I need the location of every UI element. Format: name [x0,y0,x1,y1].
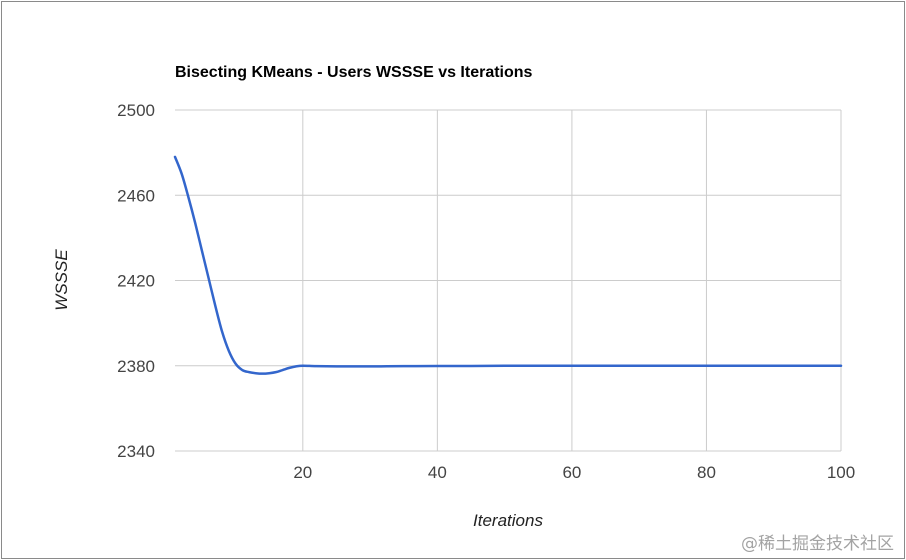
y-tick-label: 2500 [117,101,155,120]
y-tick-label: 2420 [117,272,155,291]
x-tick-label: 40 [428,463,447,482]
y-axis-ticks: 2340 2380 2420 2460 2500 [117,101,155,461]
y-tick-label: 2380 [117,357,155,376]
chart-title: Bisecting KMeans - Users WSSSE vs Iterat… [175,64,533,81]
x-tick-label: 60 [562,463,581,482]
series-line [173,155,843,375]
y-tick-label: 2460 [117,186,155,205]
watermark: @稀土掘金技术社区 [741,534,894,554]
x-axis-title: Iterations [473,511,543,530]
x-tick-label: 100 [827,463,855,482]
series-layer [173,155,843,375]
x-tick-label: 20 [293,463,312,482]
x-axis-ticks: 20 40 60 80 100 [293,463,855,482]
y-axis-title: WSSSE [52,249,71,311]
grid-lines [175,109,842,452]
x-tick-label: 80 [697,463,716,482]
y-tick-label: 2340 [117,442,155,461]
